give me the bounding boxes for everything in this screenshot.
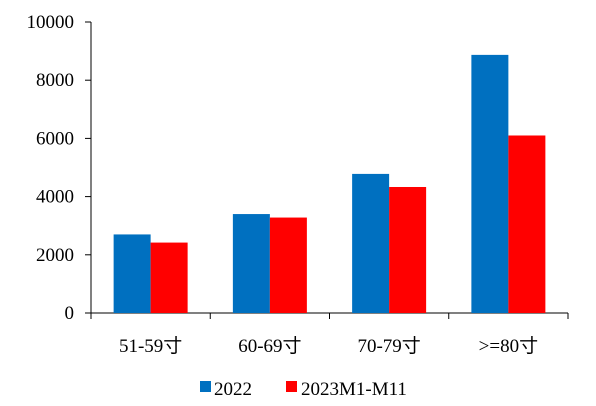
y-tick-label: 4000 bbox=[36, 187, 74, 208]
bar-2023m1-m11-1 bbox=[269, 217, 307, 313]
y-tick-label: 6000 bbox=[36, 128, 74, 149]
legend-label: 2022 bbox=[214, 379, 252, 400]
bar-2023m1-m11-0 bbox=[150, 242, 188, 313]
legend: 2022 2023M1-M11 bbox=[200, 379, 407, 400]
x-tick-label: 70-79寸 bbox=[357, 335, 420, 357]
y-tick-label: 2000 bbox=[36, 245, 74, 266]
bar-2022-0 bbox=[113, 234, 151, 313]
bar-2023m1-m11-2 bbox=[389, 186, 427, 313]
x-axis: 51-59寸 60-69寸 70-79寸 >=80寸 bbox=[90, 312, 569, 357]
y-tick-label: 0 bbox=[65, 303, 75, 324]
x-tick-label: 60-69寸 bbox=[238, 335, 301, 357]
y-tick-label: 10000 bbox=[27, 12, 75, 33]
y-axis: 0 2000 4000 6000 8000 10000 bbox=[27, 12, 92, 324]
x-tick-label: >=80寸 bbox=[479, 335, 538, 357]
bar-2023m1-m11-3 bbox=[508, 135, 546, 313]
bars bbox=[113, 54, 546, 314]
y-tick-label: 8000 bbox=[36, 70, 74, 91]
bar-2022-2 bbox=[352, 173, 390, 313]
legend-swatch bbox=[286, 381, 297, 392]
legend-label: 2023M1-M11 bbox=[301, 379, 407, 400]
bar-2022-1 bbox=[232, 214, 270, 313]
bar-2022-3 bbox=[471, 54, 509, 314]
x-tick-label: 51-59寸 bbox=[119, 335, 182, 357]
legend-swatch bbox=[200, 381, 211, 392]
